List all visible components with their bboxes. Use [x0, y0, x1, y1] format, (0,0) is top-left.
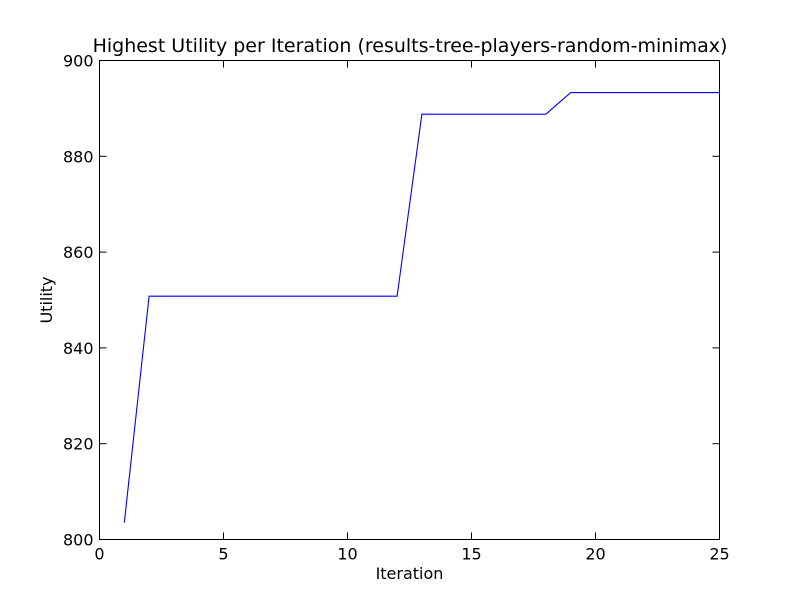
x-tick-label: 0 [94, 545, 104, 564]
x-tick-label: 5 [218, 545, 228, 564]
plot-frame [99, 60, 720, 540]
x-tick-label: 25 [709, 545, 729, 564]
series-line [123, 92, 720, 523]
x-tick-label: 10 [337, 545, 357, 564]
y-tick-label: 840 [63, 339, 94, 358]
y-axis-label: Utility [37, 276, 56, 323]
y-tick-label: 900 [63, 52, 94, 71]
y-tick-label: 880 [63, 147, 94, 166]
x-tick-label: 20 [585, 545, 605, 564]
y-tick-label: 820 [63, 435, 94, 454]
y-tick-label: 860 [63, 243, 94, 262]
x-axis-label: Iteration [376, 564, 444, 583]
chart-title: Highest Utility per Iteration (results-t… [93, 35, 728, 57]
x-tick-label: 15 [461, 545, 481, 564]
y-tick-label: 800 [63, 531, 94, 550]
series-layer [123, 92, 720, 523]
axis-ticks: 0 5 10 15 20 25 800 820 840 860 880 900 [63, 52, 730, 564]
